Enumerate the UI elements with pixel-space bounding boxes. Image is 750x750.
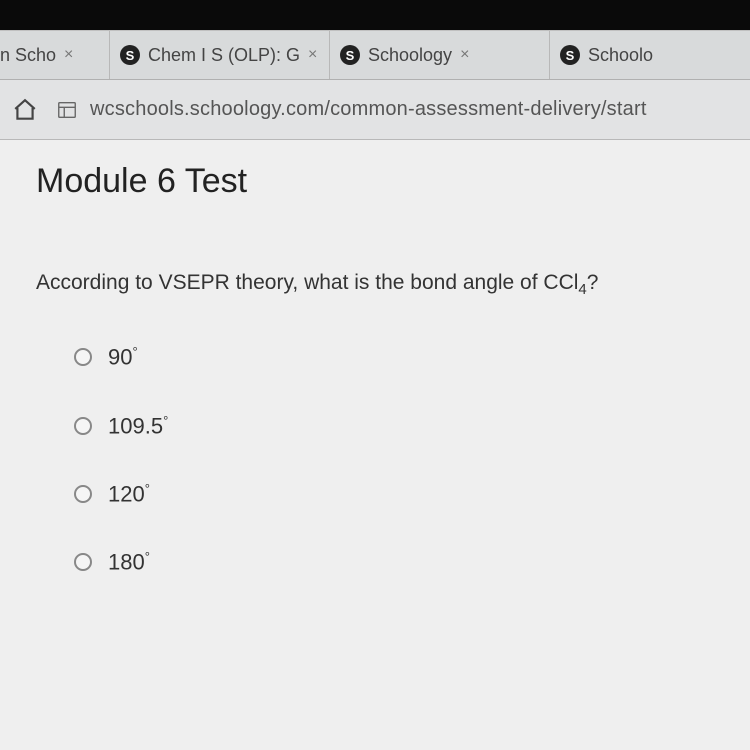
option-value: 120 [108,481,145,506]
address-bar: wcschools.schoology.com/common-assessmen… [0,80,750,140]
option-label: 120° [108,481,150,507]
close-icon[interactable]: × [460,46,469,64]
url-text[interactable]: wcschools.schoology.com/common-assessmen… [90,98,647,121]
radio-icon[interactable] [74,348,92,366]
tab-strip: n Scho × S Chem I S (OLP): G × S Schoolo… [0,30,750,80]
close-icon[interactable]: × [308,46,317,64]
favicon-icon: S [340,45,360,65]
favicon-icon: S [120,45,140,65]
window-top-bar [0,0,750,30]
radio-icon[interactable] [74,485,92,503]
radio-icon[interactable] [74,417,92,435]
options-group: 90° 109.5° 120° 180° [36,344,714,575]
option-row[interactable]: 109.5° [74,413,714,439]
degree-symbol: ° [163,413,168,428]
question-suffix: ? [587,271,599,294]
tab-label: Schoolo [588,45,653,66]
degree-symbol: ° [145,549,150,564]
degree-symbol: ° [145,481,150,496]
radio-icon[interactable] [74,553,92,571]
favicon-icon: S [560,45,580,65]
question-prefix: According to VSEPR theory, what is the b… [36,271,578,294]
option-row[interactable]: 180° [74,549,714,575]
page-content: Module 6 Test According to VSEPR theory,… [0,140,750,750]
page-title: Module 6 Test [36,162,714,201]
option-label: 180° [108,549,150,575]
tab-label: Chem I S (OLP): G [148,45,300,66]
option-row[interactable]: 120° [74,481,714,507]
tab-label: Schoology [368,45,452,66]
question-subscript: 4 [578,281,586,298]
browser-tab[interactable]: S Schoology × [330,31,550,79]
option-label: 90° [108,344,138,370]
close-icon[interactable]: × [64,46,73,64]
browser-tab[interactable]: S Schoolo [550,31,660,79]
tab-label: n Scho [0,45,56,66]
option-value: 109.5 [108,413,163,438]
browser-tab[interactable]: S Chem I S (OLP): G × [110,31,330,79]
option-label: 109.5° [108,413,168,439]
home-icon[interactable] [12,97,38,123]
question-text: According to VSEPR theory, what is the b… [36,271,714,298]
browser-tab[interactable]: n Scho × [0,31,110,79]
option-value: 180 [108,550,145,575]
degree-symbol: ° [132,344,137,359]
site-info-icon[interactable] [56,99,78,121]
option-row[interactable]: 90° [74,344,714,370]
option-value: 90 [108,345,132,370]
